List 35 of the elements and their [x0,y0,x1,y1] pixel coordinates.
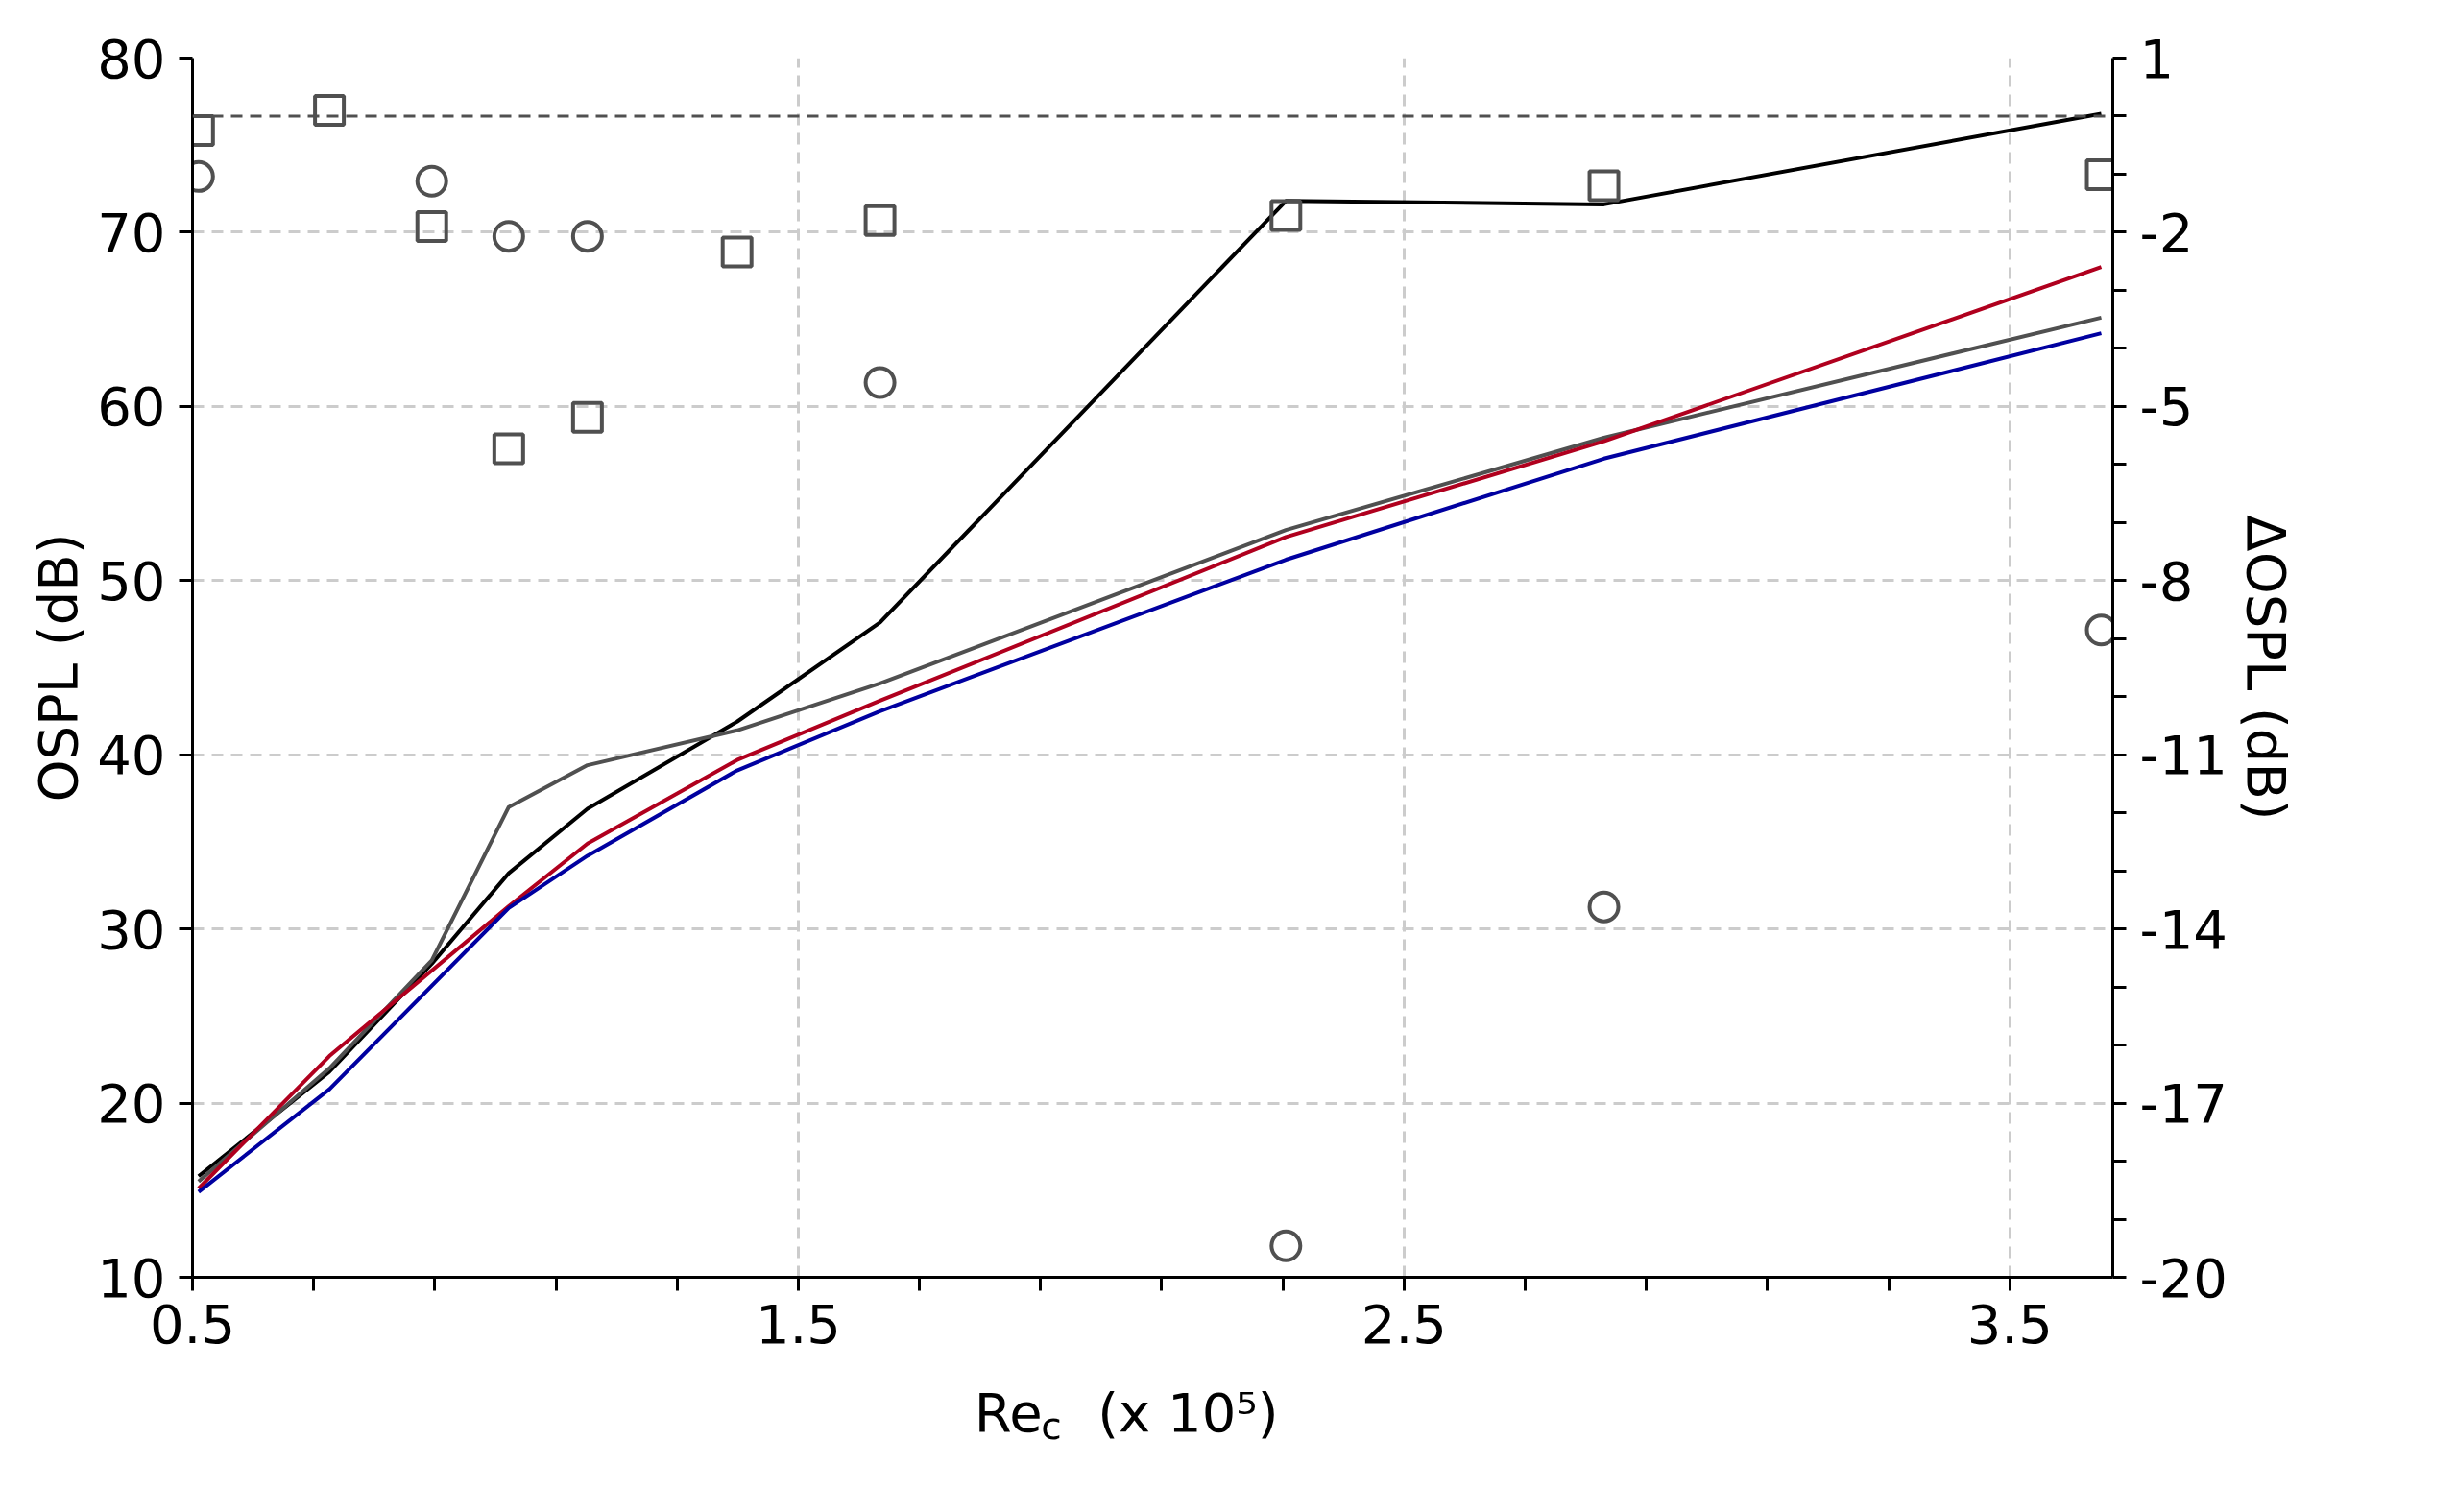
point [863,204,897,237]
y2-tick-label: -8 [2139,549,2194,612]
x-tick-label: 1.5 [755,1292,841,1356]
y-tick-label: 40 [97,724,166,787]
y-tick-label: 60 [97,375,166,439]
point [1587,169,1621,203]
point [570,400,604,434]
y2-tick-label: -2 [2139,201,2194,264]
point [1269,199,1303,232]
x-tick-label: 2.5 [1361,1292,1447,1356]
point [313,93,347,127]
point [1269,1229,1303,1262]
point [415,209,448,243]
point [492,220,525,253]
point [720,235,754,269]
y2-axis-title: ΔOSPL (dB) [2234,515,2298,821]
y2-tick-label: -17 [2139,1072,2228,1136]
point [863,366,897,399]
point [570,220,604,253]
y-axis-title: OSPL (dB) [27,533,90,803]
point [415,164,448,198]
point [492,432,525,466]
y-tick-label: 20 [97,1072,166,1136]
line-series [196,111,2104,1179]
y-tick-label: 80 [97,27,166,90]
y2-tick-label: -11 [2139,724,2228,787]
y2-tick-label: -14 [2139,898,2228,961]
point [1587,890,1621,924]
y-tick-label: 30 [97,898,166,961]
y2-tick-label: -20 [2139,1246,2228,1309]
y2-tick-label: 1 [2139,27,2175,90]
y-tick-label: 50 [97,549,166,612]
x-tick-label: 3.5 [1966,1292,2053,1356]
y2-tick-label: -5 [2139,375,2194,439]
y-tick-label: 70 [97,201,166,264]
